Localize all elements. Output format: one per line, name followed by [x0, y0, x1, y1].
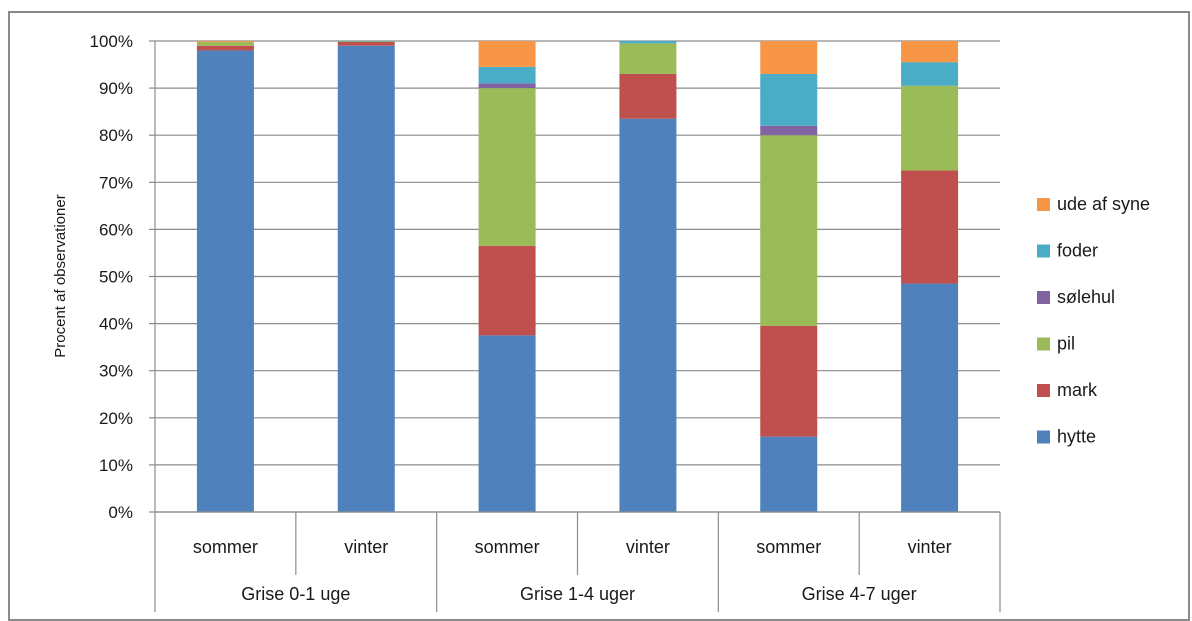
- y-tick-label: 90%: [99, 79, 133, 98]
- bar-segment-ude-af-syne: [901, 41, 958, 62]
- x-category-label: vinter: [908, 537, 952, 557]
- bar-segment-hytte: [479, 335, 536, 512]
- x-category-label: sommer: [193, 537, 258, 557]
- x-category-label: vinter: [626, 537, 670, 557]
- y-axis-title: Procent af observationer: [52, 194, 69, 357]
- bar-segment-foder: [901, 62, 958, 86]
- x-category-label: sommer: [756, 537, 821, 557]
- bar-segment-hytte: [760, 437, 817, 512]
- bar-segment-mark: [901, 171, 958, 284]
- bar-segment-pil: [619, 43, 676, 74]
- legend-label: sølehul: [1057, 287, 1115, 307]
- bar-segment-mark: [338, 42, 395, 46]
- legend: ude af syne foder sølehul pil mark hytte: [1037, 194, 1150, 447]
- y-tick-labels: 0% 10% 20% 30% 40% 50% 60% 70% 80% 90% 100%: [90, 32, 133, 522]
- y-tick-label: 20%: [99, 409, 133, 428]
- y-tick-label: 100%: [90, 32, 133, 51]
- legend-label: ude af syne: [1057, 194, 1150, 214]
- bar-segment-mark: [479, 246, 536, 335]
- bar-segment-ude-af-syne: [197, 41, 254, 42]
- bar-segment-mark: [197, 46, 254, 51]
- bar-segment-mark: [619, 74, 676, 119]
- bar-segment-hytte: [338, 46, 395, 512]
- y-tick-label: 50%: [99, 268, 133, 287]
- legend-swatch: [1037, 291, 1050, 304]
- y-tick-label: 40%: [99, 315, 133, 334]
- y-tick-label: 70%: [99, 173, 133, 192]
- x-group-label: Grise 1-4 uger: [520, 584, 635, 604]
- y-tick-label: 80%: [99, 126, 133, 145]
- x-group-label: Grise 4-7 uger: [802, 584, 917, 604]
- legend-swatch: [1037, 384, 1050, 397]
- bar-segment-hytte: [901, 284, 958, 512]
- y-tick-label: 0%: [108, 503, 133, 522]
- x-category-label: vinter: [344, 537, 388, 557]
- bar-segment-pil: [197, 42, 254, 46]
- bar-segment-hytte: [197, 50, 254, 512]
- legend-label: hytte: [1057, 427, 1096, 447]
- bar-segment-ude-af-syne: [760, 41, 817, 74]
- bar-segment-hytte: [619, 119, 676, 512]
- bar-segment-mark: [760, 326, 817, 437]
- x-group-label: Grise 0-1 uge: [241, 584, 350, 604]
- legend-swatch: [1037, 245, 1050, 258]
- x-category-labels: sommer vinter sommer vinter sommer vinter Gris…: [193, 537, 952, 604]
- bar-segment-pil: [479, 88, 536, 246]
- bar-segment-ude-af-syne: [479, 41, 536, 67]
- legend-swatch: [1037, 338, 1050, 351]
- legend-label: pil: [1057, 334, 1075, 354]
- bar-segment-sølehul: [760, 126, 817, 135]
- bar-segment-foder: [479, 67, 536, 83]
- legend-label: mark: [1057, 380, 1098, 400]
- legend-label: foder: [1057, 241, 1098, 261]
- axes: [155, 41, 1000, 612]
- y-tick-label: 10%: [99, 456, 133, 475]
- y-tick-label: 60%: [99, 220, 133, 239]
- legend-swatch: [1037, 431, 1050, 444]
- bar-segment-sølehul: [479, 83, 536, 88]
- bar-segment-foder: [619, 41, 676, 43]
- bar-segment-foder: [760, 74, 817, 126]
- bar-segment-pil: [760, 135, 817, 326]
- gridlines: [149, 41, 1000, 512]
- bar-segment-pil: [901, 86, 958, 171]
- legend-swatch: [1037, 198, 1050, 211]
- y-tick-label: 30%: [99, 362, 133, 381]
- x-category-label: sommer: [475, 537, 540, 557]
